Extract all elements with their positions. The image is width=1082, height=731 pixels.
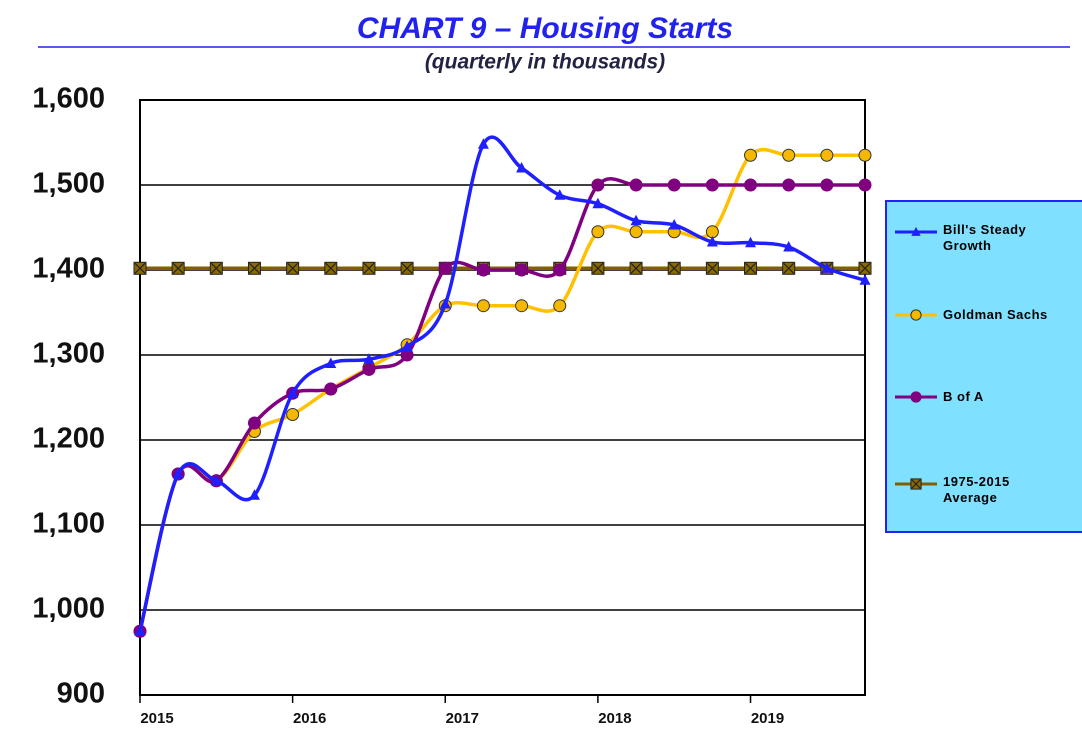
x-tick-label: 2019 <box>751 710 784 727</box>
series-line <box>138 177 865 632</box>
chart-subtitle: (quarterly in thousands) <box>425 51 665 74</box>
marker-cross <box>172 262 184 274</box>
marker <box>744 178 758 192</box>
y-tick-label: 1,000 <box>32 593 105 625</box>
x-tick-label: 2015 <box>140 710 173 727</box>
legend-label: Goldman Sachs <box>943 307 1048 322</box>
marker <box>553 263 567 277</box>
y-tick-label: 1,300 <box>32 338 105 370</box>
legend-entry: 1975-2015 Average <box>893 474 1082 514</box>
marker-cross <box>249 262 260 274</box>
marker <box>362 362 376 376</box>
marker <box>516 162 528 173</box>
marker <box>247 416 261 430</box>
marker <box>553 299 567 313</box>
marker-cross <box>287 262 299 274</box>
marker <box>591 178 605 192</box>
marker <box>591 225 605 239</box>
marker-cross <box>325 262 337 274</box>
marker-cross <box>668 262 680 274</box>
marker-cross <box>401 262 413 274</box>
marker-cross <box>911 479 921 489</box>
x-tick-label: 2017 <box>446 710 479 727</box>
marker-cross <box>783 262 795 274</box>
series-line <box>138 135 866 632</box>
legend-label: 1975-2015 Average <box>943 474 1010 505</box>
legend-swatch <box>895 391 937 403</box>
marker <box>477 138 489 149</box>
legend-label: B of A <box>943 389 984 404</box>
series-line <box>138 147 865 632</box>
marker <box>629 225 643 239</box>
x-tick-label: 2016 <box>293 710 326 727</box>
marker <box>476 299 490 313</box>
legend-swatch <box>895 226 937 236</box>
marker-cross <box>706 262 718 274</box>
y-tick-label: 1,600 <box>32 83 105 115</box>
marker-cross <box>745 262 756 274</box>
marker <box>210 474 222 486</box>
marker <box>629 178 643 192</box>
marker <box>324 382 338 396</box>
marker <box>592 197 604 209</box>
marker <box>782 148 796 162</box>
marker <box>910 391 922 403</box>
marker <box>859 274 871 285</box>
marker <box>363 353 375 364</box>
legend-entry: Goldman Sachs <box>893 305 1082 345</box>
marker <box>705 178 719 192</box>
marker <box>134 625 146 636</box>
marker-cross <box>363 262 375 274</box>
marker <box>438 261 452 275</box>
marker <box>287 387 299 398</box>
marker <box>706 235 718 247</box>
marker <box>325 357 337 368</box>
y-tick-label: 1,100 <box>32 508 105 540</box>
marker <box>172 468 184 479</box>
marker <box>439 298 451 309</box>
marker <box>783 241 795 252</box>
marker-cross <box>134 262 146 274</box>
legend-swatch <box>895 478 937 490</box>
legend-label: Bill's Steady Growth <box>943 222 1027 253</box>
marker <box>515 263 529 277</box>
legend-swatch <box>895 309 937 321</box>
marker <box>858 148 872 162</box>
marker <box>820 148 834 162</box>
legend: Bill's Steady Growth Goldman Sachs B of A 1… <box>885 200 1082 533</box>
legend-entry: B of A <box>893 387 1082 427</box>
marker <box>286 408 300 421</box>
marker-cross <box>592 262 604 274</box>
marker <box>248 489 260 500</box>
x-tick-label: 2018 <box>598 710 631 727</box>
marker-cross <box>210 262 222 274</box>
marker <box>744 148 758 162</box>
chart-title: CHART 9 – Housing Starts <box>357 12 733 45</box>
plot-frame <box>139 99 866 696</box>
marker <box>476 263 490 277</box>
marker <box>858 178 872 192</box>
y-tick-label: 1,200 <box>32 423 105 455</box>
marker <box>821 262 833 273</box>
marker <box>401 340 413 351</box>
marker <box>668 218 680 230</box>
marker <box>554 189 566 200</box>
marker <box>820 178 834 192</box>
marker <box>630 214 642 226</box>
marker <box>667 178 681 192</box>
marker <box>745 236 757 248</box>
legend-entry: Bill's Steady Growth <box>893 222 1082 262</box>
y-tick-label: 1,400 <box>32 253 105 285</box>
y-tick-label: 1,500 <box>32 168 105 200</box>
marker-cross <box>859 262 871 274</box>
y-tick-label: 900 <box>57 678 105 710</box>
marker <box>910 309 922 321</box>
marker <box>515 299 529 313</box>
marker-cross <box>630 262 642 274</box>
marker <box>911 226 921 236</box>
marker <box>782 178 796 192</box>
